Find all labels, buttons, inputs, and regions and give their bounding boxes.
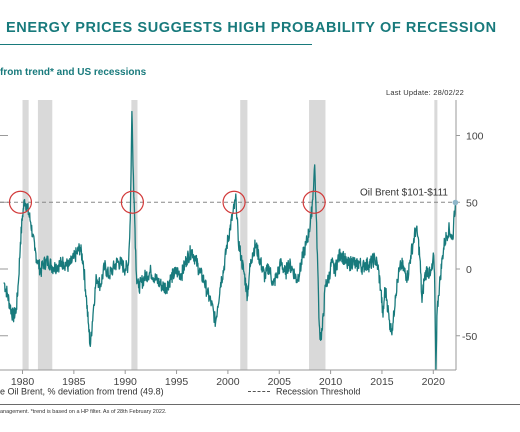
recession-band [434, 100, 438, 370]
x-tick-label: 2005 [268, 376, 292, 388]
recession-band [240, 100, 248, 370]
highlight-circles [8, 190, 326, 214]
threshold-highlight-circle [120, 190, 144, 214]
recession-band [22, 100, 29, 370]
recession-band [131, 100, 138, 370]
legend-dash-icon [248, 391, 270, 393]
chart-subtitle: from trend* and US recessions [0, 67, 147, 78]
legend: e Oil Brent, % deviation from trend (49.… [0, 386, 520, 400]
threshold-annotation: Oil Brent $101-$111 [360, 187, 448, 198]
threshold-highlight-circle [8, 190, 33, 214]
footnote: anagement. *trend is based on a HP filte… [0, 409, 167, 415]
title-underline [0, 44, 312, 45]
series-endpoint-marker [452, 199, 459, 206]
x-tick-label: 1990 [114, 376, 138, 388]
x-tick-label: 1980 [11, 376, 35, 388]
y-tick-label: -50 [462, 331, 477, 343]
x-tick-label: 2000 [216, 376, 240, 388]
x-tick-label: 1995 [165, 376, 189, 388]
axes: 100 50 0 -50 1980 1985 1990 1995 2000 2005 2010 201… [0, 100, 484, 388]
x-tick-label: 2010 [319, 376, 343, 388]
threshold-highlight-circle [302, 190, 326, 214]
legend-threshold: Recession Threshold [248, 386, 360, 397]
threshold-layer: Oil Brent $101-$111 [0, 187, 456, 203]
chart-title: ENERGY PRICES SUGGESTS HIGH PROBABILITY … [6, 20, 497, 36]
x-tick-label: 2020 [422, 376, 446, 388]
series-layer [3, 110, 459, 370]
legend-oil: e Oil Brent, % deviation from trend (49.… [0, 386, 164, 397]
x-tick-label: 2015 [370, 376, 394, 388]
y-tick-label: 0 [466, 264, 472, 276]
last-update-label: Last Update: 28/02/22 [385, 88, 464, 97]
y-tick-label: 100 [466, 131, 484, 143]
recession-band [37, 100, 53, 370]
legend-oil-label: e Oil Brent, % deviation from trend (49.… [0, 386, 164, 397]
legend-threshold-label: Recession Threshold [276, 386, 361, 397]
y-tick-label: 50 [466, 197, 478, 209]
x-tick-label: 1985 [62, 376, 86, 388]
threshold-highlight-circle [222, 190, 246, 214]
footer-rule [0, 404, 520, 405]
oil-brent-series-line [3, 110, 457, 370]
